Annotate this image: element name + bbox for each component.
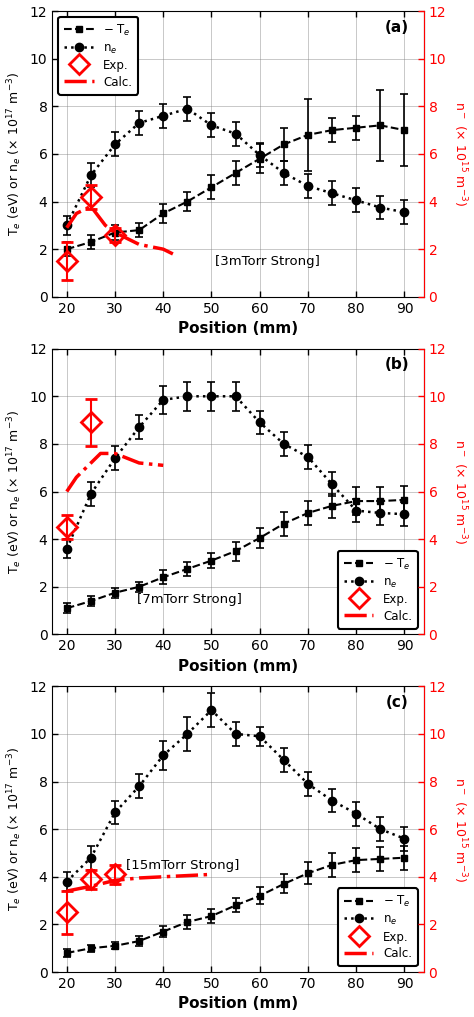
Text: [7mTorr Strong]: [7mTorr Strong] [137, 593, 242, 606]
Text: [15mTorr Strong]: [15mTorr Strong] [126, 859, 239, 872]
Y-axis label: n$^-$ (× 10$^{15}$ m$^{-3}$): n$^-$ (× 10$^{15}$ m$^{-3}$) [451, 102, 468, 206]
X-axis label: Position (mm): Position (mm) [178, 997, 298, 1012]
Y-axis label: T$_e$ (eV) or n$_e$ (× 10$^{17}$ m$^{-3}$): T$_e$ (eV) or n$_e$ (× 10$^{17}$ m$^{-3}… [6, 410, 24, 574]
Y-axis label: T$_e$ (eV) or n$_e$ (× 10$^{17}$ m$^{-3}$): T$_e$ (eV) or n$_e$ (× 10$^{17}$ m$^{-3}… [6, 72, 24, 236]
Y-axis label: n$^-$ (× 10$^{15}$ m$^{-3}$): n$^-$ (× 10$^{15}$ m$^{-3}$) [451, 439, 468, 544]
Legend: $-$ T$_e$, n$_e$, Exp., Calc.: $-$ T$_e$, n$_e$, Exp., Calc. [338, 551, 418, 629]
Legend: $-$ T$_e$, n$_e$, Exp., Calc.: $-$ T$_e$, n$_e$, Exp., Calc. [338, 889, 418, 966]
Text: (c): (c) [386, 695, 409, 710]
Text: (b): (b) [384, 357, 409, 372]
Text: (a): (a) [385, 19, 409, 35]
Y-axis label: T$_e$ (eV) or n$_e$ (× 10$^{17}$ m$^{-3}$): T$_e$ (eV) or n$_e$ (× 10$^{17}$ m$^{-3}… [6, 747, 24, 911]
X-axis label: Position (mm): Position (mm) [178, 321, 298, 337]
Y-axis label: n$^-$ (× 10$^{15}$ m$^{-3}$): n$^-$ (× 10$^{15}$ m$^{-3}$) [451, 777, 468, 882]
X-axis label: Position (mm): Position (mm) [178, 659, 298, 674]
Legend: $-$ T$_e$, n$_e$, Exp., Calc.: $-$ T$_e$, n$_e$, Exp., Calc. [58, 17, 138, 95]
Text: [3mTorr Strong]: [3mTorr Strong] [215, 255, 320, 268]
